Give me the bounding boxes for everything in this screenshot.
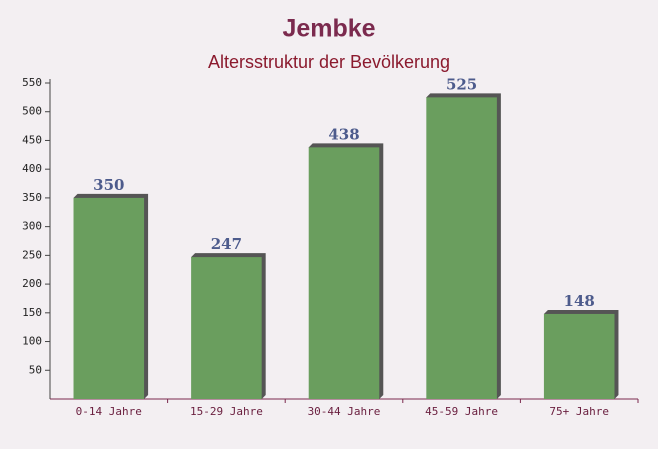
bar — [543, 313, 615, 399]
x-tick-label: 15-29 Jahre — [190, 405, 263, 418]
x-tick-label: 30-44 Jahre — [308, 405, 381, 418]
value-label: 438 — [328, 125, 359, 143]
y-tick-label: 100 — [22, 335, 42, 348]
y-tick-label: 400 — [22, 162, 42, 175]
bar — [191, 257, 262, 399]
value-label: 148 — [564, 292, 595, 310]
bar — [426, 97, 497, 399]
y-tick-label: 550 — [22, 76, 42, 89]
y-tick-label: 250 — [22, 248, 42, 261]
bar — [308, 147, 380, 399]
value-label: 350 — [93, 176, 124, 194]
x-tick-label: 0-14 Jahre — [76, 405, 142, 418]
y-tick-label: 500 — [22, 105, 42, 118]
y-tick-label: 450 — [22, 133, 42, 146]
x-tick-label: 45-59 Jahre — [425, 405, 498, 418]
value-label: 247 — [211, 235, 242, 253]
x-tick-label: 75+ Jahre — [549, 405, 609, 418]
value-label: 525 — [446, 75, 477, 93]
y-tick-label: 150 — [22, 306, 42, 319]
y-tick-label: 50 — [29, 363, 42, 376]
bar — [73, 197, 145, 399]
y-tick-label: 350 — [22, 191, 42, 204]
chart-subtitle: Altersstruktur der Bevölkerung — [208, 52, 450, 72]
chart-title: Jembke — [282, 15, 375, 43]
y-tick-label: 200 — [22, 277, 42, 290]
y-tick-label: 300 — [22, 220, 42, 233]
